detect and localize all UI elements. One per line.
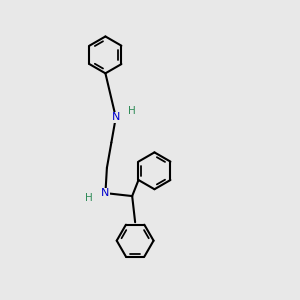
Text: N: N	[101, 188, 110, 198]
Text: H: H	[128, 106, 136, 116]
Text: N: N	[112, 112, 120, 122]
Text: H: H	[85, 193, 93, 202]
